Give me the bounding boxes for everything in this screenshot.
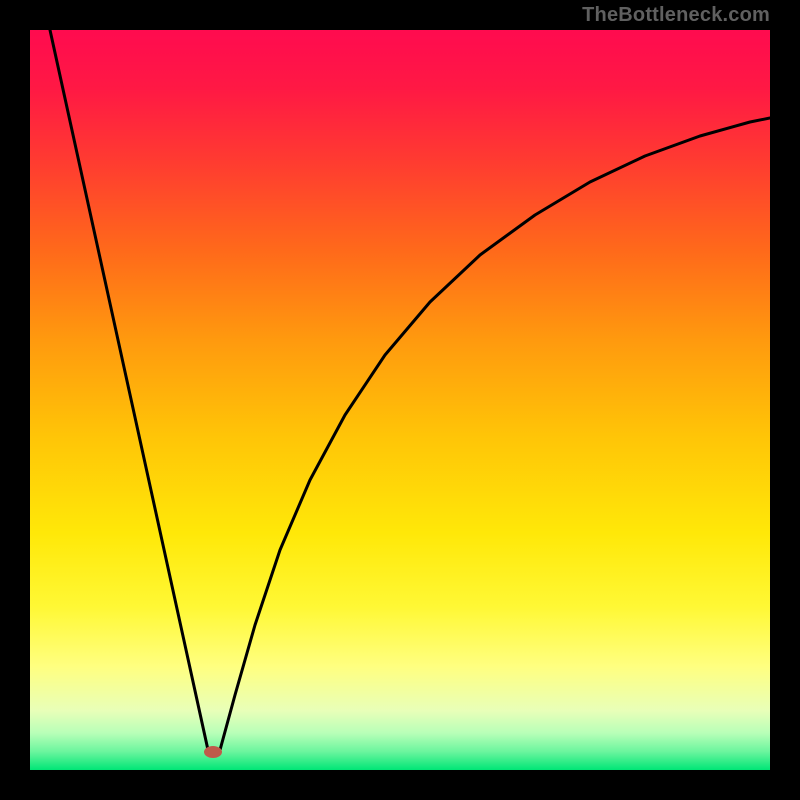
watermark-text: TheBottleneck.com [582,4,770,27]
gradient-background [30,30,770,770]
minimum-marker [204,746,222,758]
plot-area [30,30,770,770]
chart-frame: TheBottleneck.com [0,0,800,800]
gradient-canvas [30,30,770,770]
